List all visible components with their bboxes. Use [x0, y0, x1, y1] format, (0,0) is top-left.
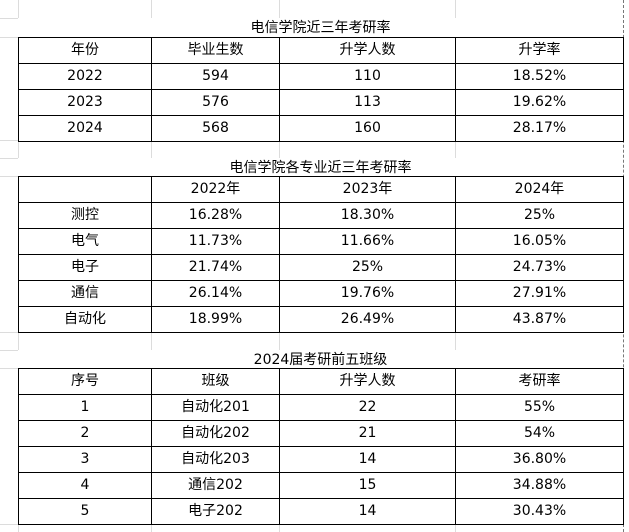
- cell[interactable]: 36.80%: [455, 446, 624, 473]
- cell[interactable]: 25%: [455, 202, 624, 229]
- cell[interactable]: 毕业生数: [151, 37, 280, 64]
- cell[interactable]: 2022: [18, 63, 152, 90]
- table-row: 2 自动化202 21 54%: [18, 420, 624, 447]
- table-row: 1 自动化201 22 55%: [18, 394, 624, 421]
- cell[interactable]: 113: [279, 89, 456, 116]
- cell[interactable]: 班级: [151, 368, 280, 395]
- cell[interactable]: 考研率: [455, 368, 624, 395]
- table-row: 3 自动化203 14 36.80%: [18, 446, 624, 473]
- cell[interactable]: 18.30%: [279, 202, 456, 229]
- table-row: 2022 594 110 18.52%: [18, 63, 624, 90]
- cell[interactable]: 14: [279, 498, 456, 525]
- cell[interactable]: 2024年: [455, 176, 624, 203]
- cell[interactable]: 43.87%: [455, 306, 624, 333]
- cell[interactable]: 电子202: [151, 498, 280, 525]
- header-row: 2022年 2023年 2024年: [18, 176, 624, 203]
- cell[interactable]: 55%: [455, 394, 624, 421]
- cell[interactable]: 序号: [18, 368, 152, 395]
- cell[interactable]: 自动化203: [151, 446, 280, 473]
- college-rate-table-title: 电信学院近三年考研率: [18, 18, 623, 37]
- cell[interactable]: 24.73%: [455, 254, 624, 281]
- cell[interactable]: 19.76%: [279, 280, 456, 307]
- cell[interactable]: 自动化202: [151, 420, 280, 447]
- cell[interactable]: 升学率: [455, 37, 624, 64]
- cell[interactable]: 测控: [18, 202, 152, 229]
- cell[interactable]: 升学人数: [279, 368, 456, 395]
- cell[interactable]: 升学人数: [279, 37, 456, 64]
- cell[interactable]: 18.52%: [455, 63, 624, 90]
- cell[interactable]: 年份: [18, 37, 152, 64]
- table-row: 2023 576 113 19.62%: [18, 89, 624, 116]
- cell[interactable]: 4: [18, 472, 152, 499]
- cell[interactable]: 22: [279, 394, 456, 421]
- table-row: 测控 16.28% 18.30% 25%: [18, 202, 624, 229]
- top-classes-table: 序号 班级 升学人数 考研率 1 自动化201 22 55% 2 自动化202 21 54% 3 自动化2…: [18, 368, 624, 525]
- college-rate-table: 年份 毕业生数 升学人数 升学率 2022 594 110 18.52% 2023 576 113 1…: [18, 37, 624, 142]
- cell[interactable]: 34.88%: [455, 472, 624, 499]
- cell[interactable]: 594: [151, 63, 280, 90]
- cell[interactable]: 2: [18, 420, 152, 447]
- table-row: 4 通信202 15 34.88%: [18, 472, 624, 499]
- cell[interactable]: 2024: [18, 115, 152, 142]
- cell[interactable]: 11.66%: [279, 228, 456, 255]
- cell[interactable]: 54%: [455, 420, 624, 447]
- cell[interactable]: 26.49%: [279, 306, 456, 333]
- cell[interactable]: 576: [151, 89, 280, 116]
- cell[interactable]: 28.17%: [455, 115, 624, 142]
- table-row: 通信 26.14% 19.76% 27.91%: [18, 280, 624, 307]
- cell[interactable]: 自动化: [18, 306, 152, 333]
- cell[interactable]: 15: [279, 472, 456, 499]
- cell[interactable]: 16.05%: [455, 228, 624, 255]
- cell[interactable]: 568: [151, 115, 280, 142]
- cell[interactable]: 160: [279, 115, 456, 142]
- cell[interactable]: 30.43%: [455, 498, 624, 525]
- cell[interactable]: 14: [279, 446, 456, 473]
- table-row: 电子 21.74% 25% 24.73%: [18, 254, 624, 281]
- major-rate-table: 2022年 2023年 2024年 测控 16.28% 18.30% 25% 电气 11.73%…: [18, 176, 624, 333]
- cell[interactable]: 11.73%: [151, 228, 280, 255]
- major-rate-table-title: 电信学院各专业近三年考研率: [18, 158, 623, 177]
- table-row: 5 电子202 14 30.43%: [18, 498, 624, 525]
- cell[interactable]: 电气: [18, 228, 152, 255]
- cell[interactable]: 3: [18, 446, 152, 473]
- top-classes-table-title: 2024届考研前五班级: [18, 350, 623, 369]
- cell[interactable]: 5: [18, 498, 152, 525]
- cell[interactable]: 2023年: [279, 176, 456, 203]
- header-row: 年份 毕业生数 升学人数 升学率: [18, 37, 624, 64]
- cell[interactable]: 通信: [18, 280, 152, 307]
- table-row: 电气 11.73% 11.66% 16.05%: [18, 228, 624, 255]
- cell[interactable]: 自动化201: [151, 394, 280, 421]
- cell[interactable]: [18, 176, 152, 203]
- cell[interactable]: 26.14%: [151, 280, 280, 307]
- cell[interactable]: 16.28%: [151, 202, 280, 229]
- cell[interactable]: 21.74%: [151, 254, 280, 281]
- cell[interactable]: 25%: [279, 254, 456, 281]
- cell[interactable]: 21: [279, 420, 456, 447]
- cell[interactable]: 27.91%: [455, 280, 624, 307]
- cell[interactable]: 2023: [18, 89, 152, 116]
- table-row: 2024 568 160 28.17%: [18, 115, 624, 142]
- cell[interactable]: 110: [279, 63, 456, 90]
- cell[interactable]: 18.99%: [151, 306, 280, 333]
- header-row: 序号 班级 升学人数 考研率: [18, 368, 624, 395]
- cell[interactable]: 19.62%: [455, 89, 624, 116]
- cell[interactable]: 2022年: [151, 176, 280, 203]
- cell[interactable]: 1: [18, 394, 152, 421]
- cell[interactable]: 电子: [18, 254, 152, 281]
- table-row: 自动化 18.99% 26.49% 43.87%: [18, 306, 624, 333]
- cell[interactable]: 通信202: [151, 472, 280, 499]
